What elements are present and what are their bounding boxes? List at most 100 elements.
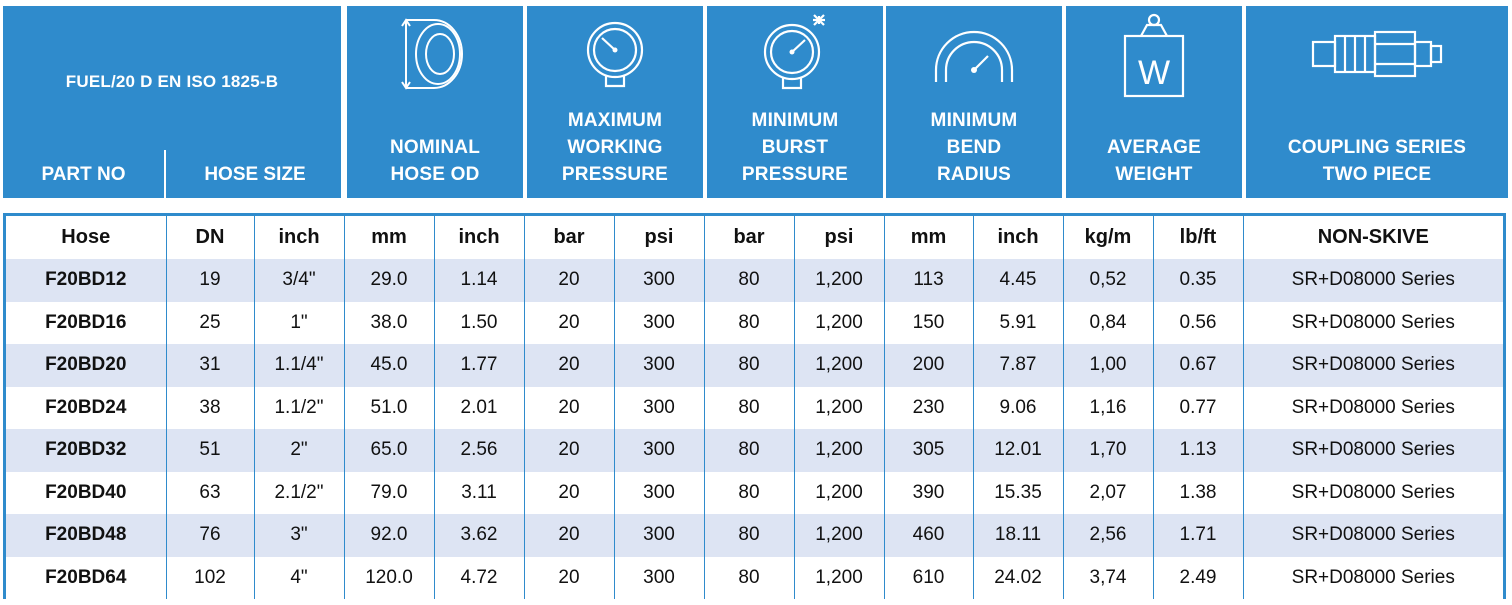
- cell-od-inch: 1.77: [434, 344, 525, 387]
- cell-bend-inch: 9.06: [973, 386, 1064, 429]
- cell-od-inch: 2.56: [434, 429, 525, 472]
- col-header-dn: DN: [166, 216, 255, 259]
- cell-weight-kg-m: 1,00: [1063, 344, 1154, 387]
- spec-header: FUEL/20 D EN ISO 1825-B PART NO HOSE SIZ…: [0, 0, 1512, 206]
- cell-part-no: F20BD24: [6, 386, 167, 429]
- cell-od-mm: 120.0: [344, 556, 435, 599]
- col-header-hose: Hose: [6, 216, 167, 259]
- cell-dn: 19: [166, 259, 255, 302]
- header-coupling-series-label: COUPLING SERIES TWO PIECE: [1287, 137, 1467, 185]
- cell-burst-bar: 80: [704, 259, 795, 302]
- cell-dn: 76: [166, 514, 255, 557]
- cell-od-inch: 2.01: [434, 386, 525, 429]
- cell-weight-kg-m: 1,70: [1063, 429, 1154, 472]
- cell-dn: 102: [166, 556, 255, 599]
- cell-weight-kg-m: 0,52: [1063, 259, 1154, 302]
- cell-weight-kg-m: 2,56: [1063, 514, 1154, 557]
- cell-coupling-series: SR+D08000 Series: [1243, 301, 1503, 344]
- coupling-icon: [1309, 30, 1445, 78]
- cell-bend-mm: 610: [884, 556, 974, 599]
- cell-burst-psi: 1,200: [794, 429, 885, 472]
- burst-gauge-icon: [757, 12, 833, 96]
- cell-size-inch: 1.1/2": [254, 386, 345, 429]
- header-divider: [164, 150, 166, 198]
- cell-dn: 31: [166, 344, 255, 387]
- cell-part-no: F20BD20: [6, 344, 167, 387]
- cell-dn: 38: [166, 386, 255, 429]
- cell-burst-psi: 1,200: [794, 514, 885, 557]
- cell-working-bar: 20: [524, 429, 615, 472]
- cell-bend-mm: 460: [884, 514, 974, 557]
- cell-od-mm: 51.0: [344, 386, 435, 429]
- col-header-burst-bar: bar: [704, 216, 795, 259]
- cell-od-mm: 65.0: [344, 429, 435, 472]
- cell-working-bar: 20: [524, 471, 615, 514]
- cell-burst-psi: 1,200: [794, 344, 885, 387]
- cell-coupling-series: SR+D08000 Series: [1243, 344, 1503, 387]
- cell-working-bar: 20: [524, 514, 615, 557]
- cell-size-inch: 4": [254, 556, 345, 599]
- col-header-od-mm: mm: [344, 216, 435, 259]
- cell-size-inch: 2.1/2": [254, 471, 345, 514]
- cell-dn: 25: [166, 301, 255, 344]
- cell-part-no: F20BD64: [6, 556, 167, 599]
- cell-working-psi: 300: [614, 556, 705, 599]
- cell-bend-mm: 200: [884, 344, 974, 387]
- cell-part-no: F20BD12: [6, 259, 167, 302]
- cell-bend-mm: 150: [884, 301, 974, 344]
- cell-weight-lb-ft: 1.38: [1153, 471, 1244, 514]
- cell-dn: 63: [166, 471, 255, 514]
- cell-burst-psi: 1,200: [794, 259, 885, 302]
- cell-bend-mm: 230: [884, 386, 974, 429]
- hose-od-icon: [400, 12, 470, 96]
- header-part-hose-size: FUEL/20 D EN ISO 1825-B PART NO HOSE SIZ…: [3, 6, 341, 198]
- header-min-bend-radius-label: MINIMUM BEND RADIUS: [930, 110, 1018, 185]
- cell-weight-lb-ft: 0.77: [1153, 386, 1244, 429]
- header-hose-size: HOSE SIZE: [204, 164, 306, 185]
- cell-bend-inch: 4.45: [973, 259, 1064, 302]
- cell-dn: 51: [166, 429, 255, 472]
- header-min-burst-pressure: MINIMUM BURST PRESSURE: [707, 6, 883, 198]
- cell-part-no: F20BD48: [6, 514, 167, 557]
- cell-od-mm: 79.0: [344, 471, 435, 514]
- header-nominal-od: NOMINAL HOSE OD: [347, 6, 523, 198]
- cell-working-psi: 300: [614, 429, 705, 472]
- cell-working-bar: 20: [524, 556, 615, 599]
- cell-bend-mm: 390: [884, 471, 974, 514]
- cell-burst-psi: 1,200: [794, 386, 885, 429]
- header-min-bend-radius: MINIMUM BEND RADIUS: [886, 6, 1062, 198]
- cell-working-psi: 300: [614, 514, 705, 557]
- cell-part-no: F20BD40: [6, 471, 167, 514]
- cell-burst-psi: 1,200: [794, 471, 885, 514]
- cell-bend-inch: 5.91: [973, 301, 1064, 344]
- col-header-bend-inch: inch: [973, 216, 1064, 259]
- cell-coupling-series: SR+D08000 Series: [1243, 386, 1503, 429]
- cell-burst-bar: 80: [704, 386, 795, 429]
- col-header-working-psi: psi: [614, 216, 705, 259]
- col-header-size-inch: inch: [254, 216, 345, 259]
- column-header-row: Hose DN inch mm inch bar psi bar psi mm …: [6, 216, 1503, 259]
- cell-working-psi: 300: [614, 259, 705, 302]
- cell-working-bar: 20: [524, 386, 615, 429]
- cell-burst-bar: 80: [704, 471, 795, 514]
- cell-weight-lb-ft: 1.13: [1153, 429, 1244, 472]
- cell-od-mm: 38.0: [344, 301, 435, 344]
- cell-burst-bar: 80: [704, 556, 795, 599]
- spec-title: FUEL/20 D EN ISO 1825-B: [65, 72, 279, 91]
- col-header-kg-m: kg/m: [1063, 216, 1154, 259]
- cell-size-inch: 3": [254, 514, 345, 557]
- bend-radius-icon: [928, 12, 1020, 96]
- cell-size-inch: 2": [254, 429, 345, 472]
- cell-burst-psi: 1,200: [794, 301, 885, 344]
- cell-burst-psi: 1,200: [794, 556, 885, 599]
- cell-bend-inch: 15.35: [973, 471, 1064, 514]
- cell-od-inch: 4.72: [434, 556, 525, 599]
- cell-working-psi: 300: [614, 301, 705, 344]
- table-row: F20BD32 51 2" 65.0 2.56 20 300 80 1,200 305 12.01 1…: [6, 429, 1503, 472]
- cell-od-inch: 3.62: [434, 514, 525, 557]
- col-header-coupling: NON-SKIVE: [1243, 216, 1503, 259]
- cell-od-mm: 29.0: [344, 259, 435, 302]
- header-average-weight: W AVERAGE WEIGHT: [1066, 6, 1242, 198]
- cell-weight-kg-m: 3,74: [1063, 556, 1154, 599]
